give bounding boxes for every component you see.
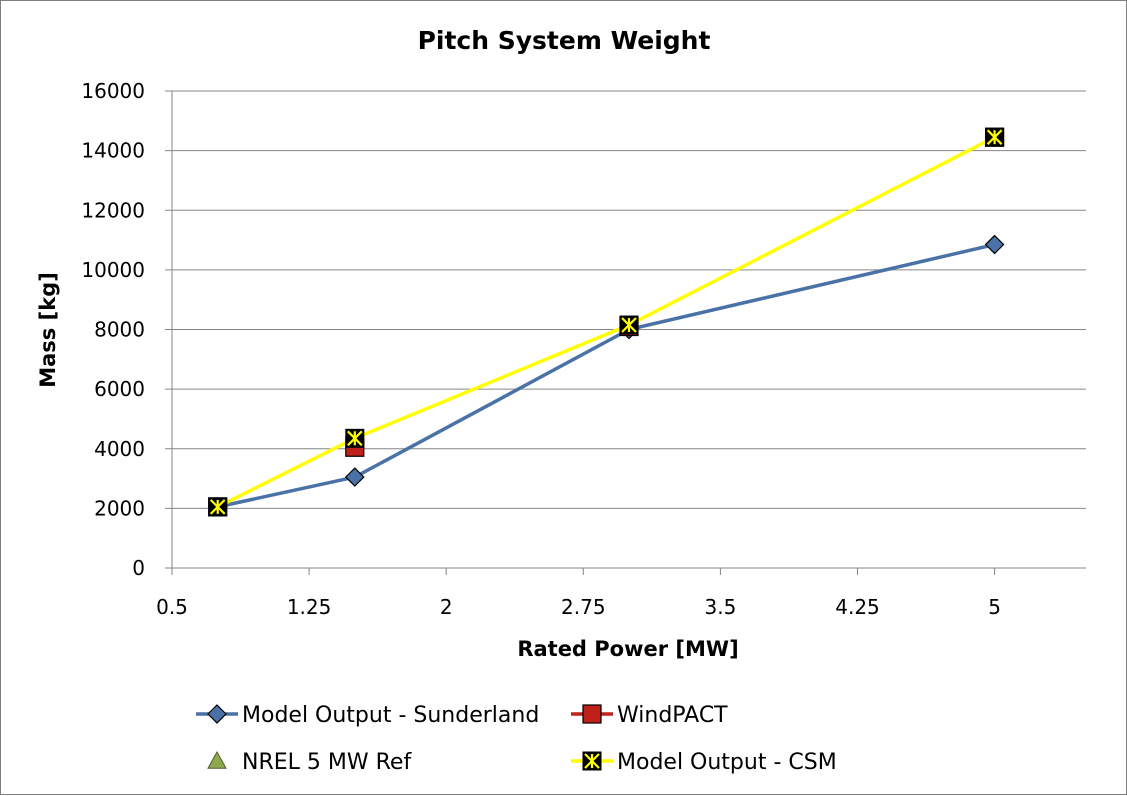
legend-label-0: Model Output - Sunderland [242,703,539,728]
y-axis-ticks: 0 2000 4000 6000 8000 10000 12000 14000 16000 [81,79,172,580]
legend-marker-3 [582,751,602,771]
x-tick-label-6: 5 [988,595,1001,619]
y-tick-label-8: 16000 [81,79,145,103]
point-series-3-1 [345,428,365,448]
y-tick-label-5: 10000 [81,258,145,282]
chart-title: Pitch System Weight [418,26,711,55]
legend-item-3: Model Output - CSM [571,750,837,775]
series-line-3 [216,135,996,509]
x-tick-label-4: 3.5 [704,595,736,619]
point-series-3-0 [208,497,228,517]
x-axis-label: Rated Power [MW] [517,637,738,661]
y-tick-label-0: 0 [132,556,145,580]
x-axis-ticks: 0.5 1.25 2 2.75 3.5 4.25 5 [156,568,1001,619]
y-tick-label-2: 4000 [94,437,145,461]
point-series-0-1 [344,467,365,487]
x-tick-label-0: 0.5 [156,595,188,619]
x-tick-label-1: 1.25 [287,595,332,619]
legend-marker-2 [207,750,227,769]
y-tick-label-1: 2000 [94,496,145,520]
point-series-3-3 [985,127,1005,147]
series-layer [207,127,1005,517]
legend-label-3: Model Output - CSM [617,750,837,775]
y-tick-label-3: 6000 [94,377,145,401]
y-tick-label-4: 8000 [94,318,145,342]
y-axis-label: Mass [kg] [36,272,60,388]
x-tick-label-5: 4.25 [835,595,880,619]
x-tick-label-2: 2 [440,595,453,619]
legend: Model Output - Sunderland WindPACT NREL 5 … [196,703,837,775]
y-tick-label-6: 12000 [81,198,145,222]
y-tick-label-7: 14000 [81,139,145,163]
legend-marker-1 [582,704,602,724]
legend-item-1: WindPACT [571,703,728,728]
point-series-3-2 [619,315,639,335]
legend-label-1: WindPACT [617,703,728,728]
legend-item-2: NREL 5 MW Ref [207,750,412,775]
legend-marker-0 [207,704,227,724]
legend-item-0: Model Output - Sunderland [196,703,539,728]
x-tick-label-3: 2.75 [561,595,606,619]
series-line-0 [217,242,995,509]
point-series-0-3 [984,234,1005,255]
legend-label-2: NREL 5 MW Ref [242,750,412,775]
